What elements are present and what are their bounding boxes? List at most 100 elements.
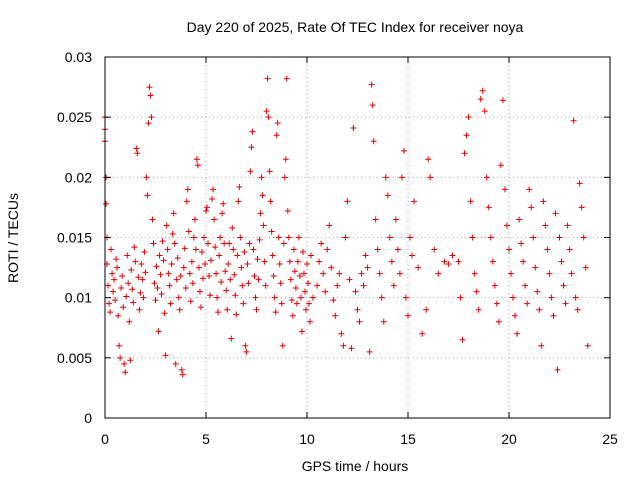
data-point [392, 216, 399, 223]
data-point [193, 156, 200, 163]
data-point [528, 204, 535, 211]
data-point [220, 200, 227, 207]
data-point [572, 294, 579, 301]
data-point [282, 156, 289, 163]
data-point [415, 264, 422, 271]
data-point [493, 300, 500, 307]
data-point [445, 260, 452, 267]
data-point [558, 258, 565, 265]
data-point [266, 168, 273, 175]
data-point [305, 280, 312, 287]
data-point [556, 234, 563, 241]
data-point [514, 330, 521, 337]
data-point [378, 294, 385, 301]
data-point [140, 294, 147, 301]
data-point [152, 297, 159, 304]
data-point [580, 234, 587, 241]
data-point [310, 294, 317, 301]
data-point [233, 311, 240, 318]
x-tick-label: 5 [202, 431, 210, 447]
data-point [512, 312, 519, 319]
data-point [210, 186, 217, 193]
data-point [485, 204, 492, 211]
data-point [295, 234, 302, 241]
data-point [122, 369, 129, 376]
data-point [268, 228, 275, 235]
data-point [248, 144, 255, 151]
data-point [300, 270, 307, 277]
data-point [275, 234, 282, 241]
data-point [246, 240, 253, 247]
data-point [487, 234, 494, 241]
data-point [183, 198, 190, 205]
data-point [253, 306, 260, 313]
data-point [129, 286, 136, 293]
data-point [348, 345, 355, 352]
data-point [116, 342, 123, 349]
data-point [203, 208, 209, 215]
data-point [497, 162, 504, 169]
data-point [322, 288, 329, 295]
data-point [235, 198, 242, 205]
data-point [382, 174, 389, 181]
data-point [200, 234, 207, 241]
data-point [431, 246, 438, 253]
data-point [189, 280, 196, 287]
data-point [229, 224, 236, 231]
data-point [394, 246, 401, 253]
data-point [181, 245, 188, 252]
data-point [204, 204, 211, 211]
data-point [419, 330, 426, 337]
data-point [218, 279, 225, 286]
data-point [162, 352, 169, 359]
data-point [188, 258, 195, 265]
data-point [364, 264, 371, 271]
data-point [147, 92, 154, 99]
data-point [142, 269, 149, 276]
axis-ticks: 0 5 10 15 20 25 0 0.005 0.01 0.015 0.02 0.025 0.03 [57, 49, 618, 447]
data-point [261, 258, 268, 265]
y-axis-label: ROTI / TECUs [5, 193, 21, 283]
data-point [133, 145, 140, 152]
data-point [358, 270, 365, 277]
data-point [540, 198, 547, 205]
data-point [173, 276, 180, 283]
data-point [411, 198, 418, 205]
data-point [184, 186, 191, 193]
y-tick-label: 0.02 [65, 169, 92, 185]
data-point [344, 198, 351, 205]
data-point [576, 180, 583, 187]
data-point [185, 228, 192, 235]
data-point [550, 312, 557, 319]
data-point [471, 270, 478, 277]
data-point [141, 248, 148, 255]
data-point [134, 150, 141, 157]
data-point [227, 276, 234, 283]
data-point [435, 270, 442, 277]
data-point [153, 263, 160, 270]
data-point [330, 297, 337, 304]
data-point [320, 270, 327, 277]
data-point [405, 312, 411, 319]
data-point [105, 282, 112, 289]
data-point [154, 285, 161, 292]
data-point [479, 87, 486, 94]
data-point [316, 258, 323, 265]
data-point [356, 318, 363, 325]
data-point [171, 240, 178, 247]
data-point [250, 246, 257, 253]
data-point [230, 246, 237, 253]
data-point [459, 336, 466, 343]
data-point [538, 342, 545, 349]
data-point [542, 222, 549, 229]
data-point [370, 138, 377, 145]
y-tick-label: 0.025 [57, 109, 92, 125]
data-point [467, 198, 474, 205]
data-point [146, 84, 153, 91]
data-point [554, 366, 561, 373]
data-point [324, 246, 331, 253]
data-point [560, 282, 567, 289]
data-point [524, 300, 531, 307]
data-point [402, 294, 409, 301]
data-point [180, 264, 187, 271]
